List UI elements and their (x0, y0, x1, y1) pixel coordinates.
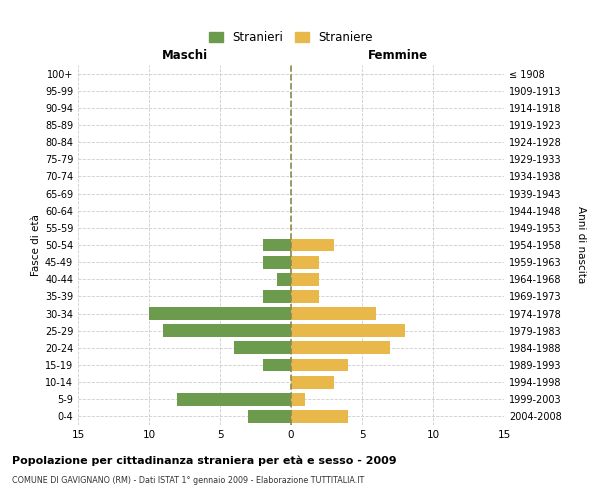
Bar (291, 238, 334, 252)
Bar (291, 324, 404, 337)
Bar (263, 358, 291, 372)
Text: Femmine: Femmine (367, 48, 428, 62)
Text: Maschi: Maschi (161, 48, 208, 62)
Bar (277, 273, 291, 285)
Bar (291, 376, 334, 388)
Bar (234, 342, 291, 354)
Text: COMUNE DI GAVIGNANO (RM) - Dati ISTAT 1° gennaio 2009 - Elaborazione TUTTITALIA.: COMUNE DI GAVIGNANO (RM) - Dati ISTAT 1°… (12, 476, 364, 485)
Bar (291, 290, 319, 303)
Bar (178, 393, 291, 406)
Y-axis label: Anni di nascita: Anni di nascita (575, 206, 586, 284)
Bar (149, 307, 291, 320)
Bar (291, 273, 319, 285)
Y-axis label: Fasce di età: Fasce di età (31, 214, 41, 276)
Legend: Stranieri, Straniere: Stranieri, Straniere (205, 28, 377, 48)
Bar (263, 256, 291, 268)
Bar (248, 410, 291, 423)
Bar (291, 342, 391, 354)
Bar (291, 307, 376, 320)
Bar (291, 410, 348, 423)
Bar (163, 324, 291, 337)
Bar (263, 290, 291, 303)
Bar (263, 238, 291, 252)
Bar (291, 358, 348, 372)
Text: Popolazione per cittadinanza straniera per età e sesso - 2009: Popolazione per cittadinanza straniera p… (12, 455, 397, 466)
Bar (291, 393, 305, 406)
Bar (291, 256, 319, 268)
